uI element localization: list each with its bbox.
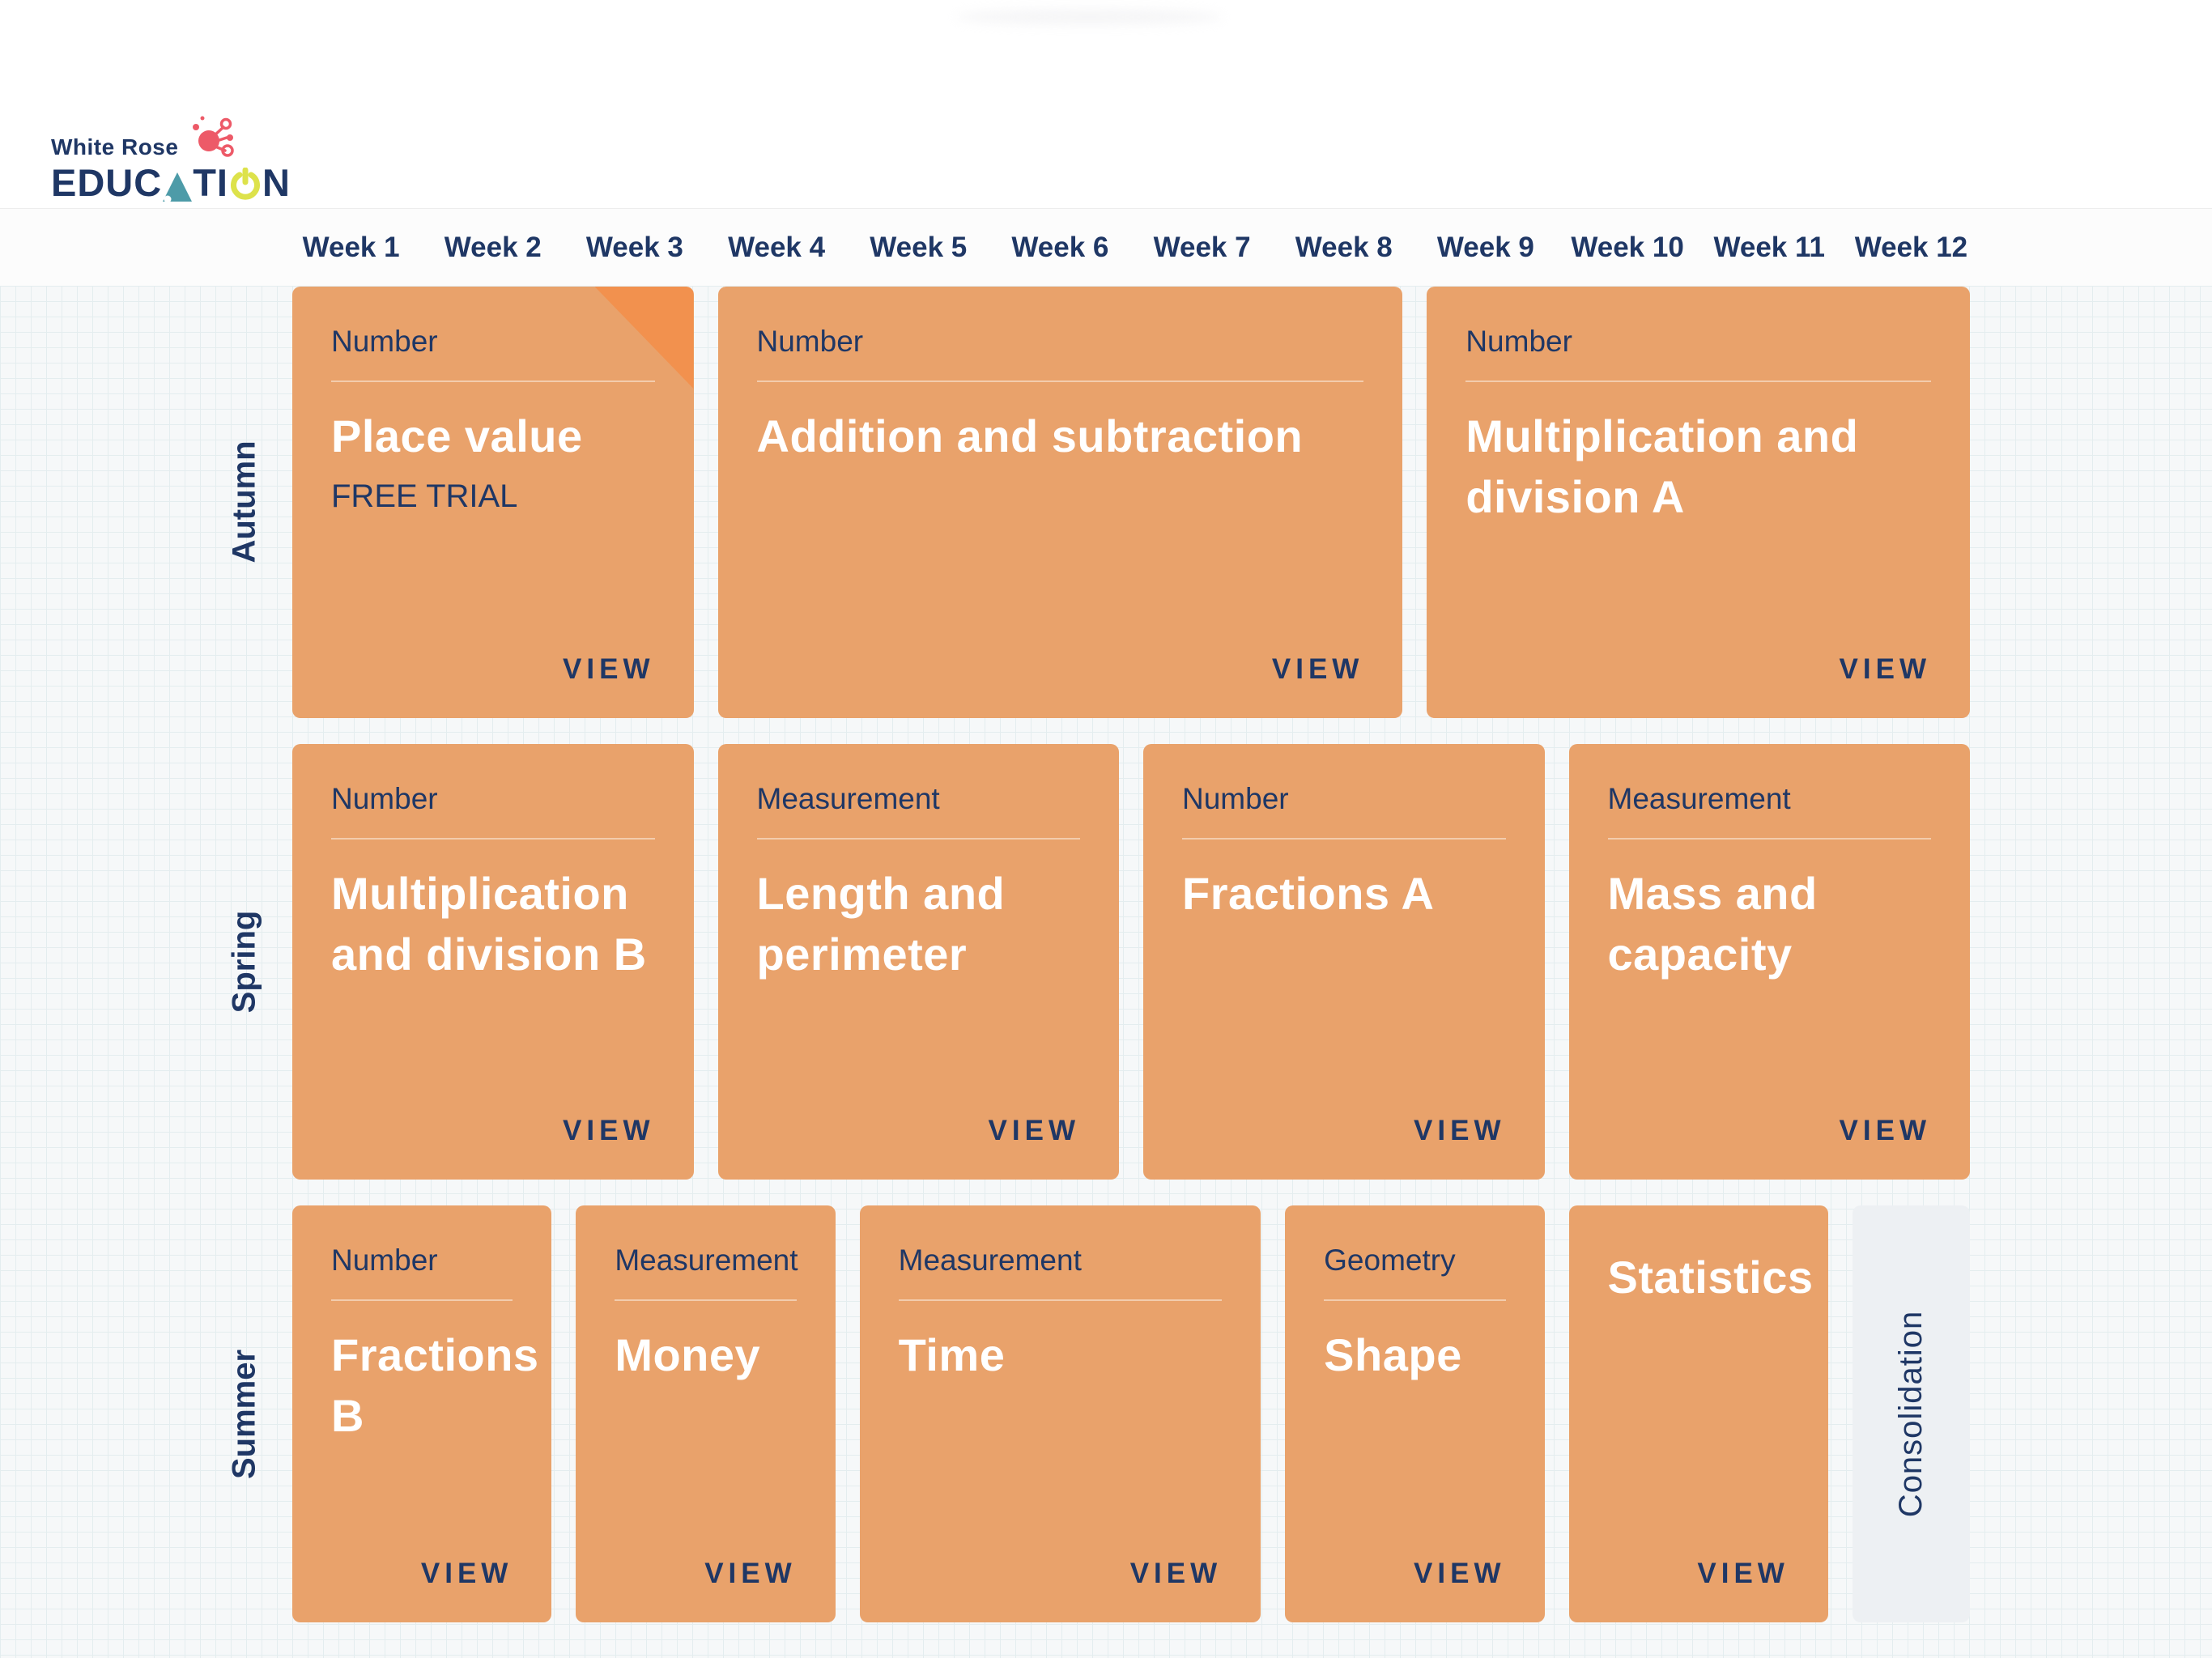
view-button[interactable]: VIEW	[1271, 653, 1364, 685]
divider	[756, 838, 1080, 840]
term-label-autumn: Autumn	[226, 440, 262, 563]
divider	[1607, 838, 1931, 840]
unit-title: Shape	[1324, 1329, 1462, 1381]
letter-o-power-icon	[230, 168, 260, 200]
unit-card-multiplication-division-a[interactable]: Number Multiplication and division A VIE…	[1427, 287, 1970, 718]
brand-name-line2: EDUC TI N	[51, 161, 291, 204]
brand-logo[interactable]: White Rose EDUC TI N	[51, 113, 291, 202]
view-button[interactable]: VIEW	[563, 653, 655, 685]
consolidation-label: Consolidation	[1892, 1310, 1929, 1518]
unit-card-money[interactable]: Measurement Money VIEW	[576, 1205, 836, 1622]
term-label-spring: Spring	[226, 910, 262, 1014]
free-trial-badge: FREE TRIAL	[331, 478, 518, 514]
unit-title: Length and perimeter	[756, 868, 1006, 980]
divider	[331, 838, 655, 840]
molecule-icon	[193, 116, 235, 157]
faint-smudge	[955, 10, 1223, 24]
unit-card-mass-and-capacity[interactable]: Measurement Mass and capacity VIEW	[1568, 744, 1970, 1180]
unit-category: Measurement	[615, 1244, 798, 1277]
week-label-4: Week 4	[728, 231, 826, 263]
week-header-row: Week 1 Week 2 Week 3 Week 4 Week 5 Week …	[0, 208, 2212, 286]
divider	[898, 1299, 1223, 1302]
week-label-6: Week 6	[1011, 231, 1109, 263]
week-label-2: Week 2	[444, 231, 542, 263]
site-header: White Rose EDUC TI N	[51, 113, 291, 202]
view-button[interactable]: VIEW	[988, 1115, 1080, 1146]
divider	[615, 1299, 797, 1302]
brand-name-line1: White Rose	[51, 134, 179, 159]
unit-category: Number	[1465, 325, 1572, 358]
scheme-board: Autumn Spring Summer Number Place value …	[0, 286, 2212, 1658]
week-label-8: Week 8	[1295, 231, 1393, 263]
unit-title: Place value	[331, 410, 583, 462]
unit-title: Multiplication and division A	[1465, 410, 1859, 522]
unit-title: Time	[898, 1329, 1006, 1381]
week-label-9: Week 9	[1436, 231, 1534, 263]
unit-category: Number	[331, 1244, 438, 1277]
view-button[interactable]: VIEW	[563, 1115, 655, 1146]
unit-category: Number	[331, 325, 438, 358]
term-label-summer: Summer	[226, 1349, 262, 1480]
unit-card-fractions-a[interactable]: Number Fractions A VIEW	[1143, 744, 1545, 1180]
unit-card-fractions-b[interactable]: Number Fractions B VIEW	[292, 1205, 552, 1622]
unit-category: Geometry	[1324, 1244, 1456, 1277]
unit-category: Number	[1182, 782, 1289, 815]
view-button[interactable]: VIEW	[704, 1558, 797, 1589]
unit-card-multiplication-division-b[interactable]: Number Multiplication and division B VIE…	[292, 744, 694, 1180]
week-label-7: Week 7	[1153, 231, 1251, 263]
unit-card-time[interactable]: Measurement Time VIEW	[859, 1205, 1261, 1622]
divider	[1324, 1299, 1506, 1302]
week-label-1: Week 1	[302, 231, 400, 263]
unit-category: Measurement	[1607, 782, 1791, 815]
consolidation-card: Consolidation	[1852, 1205, 1970, 1622]
unit-title: Statistics	[1607, 1252, 1814, 1303]
unit-category: Number	[756, 325, 864, 358]
view-button[interactable]: VIEW	[1414, 1115, 1506, 1146]
divider	[1182, 838, 1506, 840]
unit-title: Multiplication and division B	[331, 868, 647, 980]
unit-category: Measurement	[898, 1244, 1082, 1277]
unit-title: Fractions A	[1182, 868, 1435, 920]
unit-card-length-and-perimeter[interactable]: Measurement Length and perimeter VIEW	[717, 744, 1119, 1180]
unit-card-place-value[interactable]: Number Place value FREE TRIAL VIEW	[292, 287, 694, 718]
divider	[331, 380, 655, 383]
letter-a-triangle-icon	[163, 172, 193, 202]
divider	[756, 380, 1364, 383]
unit-card-statistics[interactable]: Statistics VIEW	[1568, 1205, 1828, 1622]
week-label-10: Week 10	[1571, 231, 1684, 263]
week-label-3: Week 3	[585, 231, 683, 263]
unit-title: Mass and capacity	[1607, 868, 1818, 980]
view-button[interactable]: VIEW	[1414, 1558, 1506, 1589]
view-button[interactable]: VIEW	[1129, 1558, 1223, 1589]
divider	[331, 1299, 513, 1302]
week-label-11: Week 11	[1713, 231, 1825, 263]
cards-grid: Number Place value FREE TRIAL VIEW Numbe…	[292, 287, 1970, 1622]
unit-card-shape[interactable]: Geometry Shape VIEW	[1285, 1205, 1545, 1622]
unit-title: Fractions B	[331, 1329, 539, 1441]
view-button[interactable]: VIEW	[420, 1558, 513, 1589]
view-button[interactable]: VIEW	[1839, 1115, 1931, 1146]
view-button[interactable]: VIEW	[1697, 1558, 1789, 1589]
divider	[1465, 380, 1931, 383]
unit-category: Number	[331, 782, 438, 815]
week-label-12: Week 12	[1854, 231, 1968, 263]
view-button[interactable]: VIEW	[1839, 653, 1931, 685]
unit-title: Money	[615, 1329, 761, 1381]
week-label-5: Week 5	[870, 231, 968, 263]
unit-category: Measurement	[756, 782, 940, 815]
unit-card-addition-and-subtraction[interactable]: Number Addition and subtraction VIEW	[717, 287, 1403, 718]
unit-title: Addition and subtraction	[756, 410, 1304, 462]
